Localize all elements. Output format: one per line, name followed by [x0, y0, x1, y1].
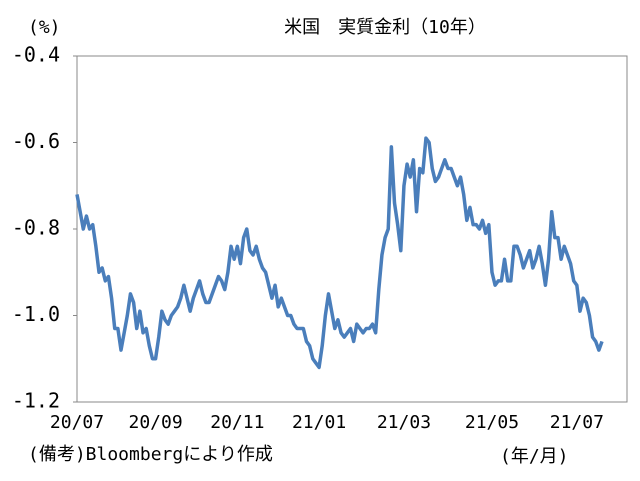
x-unit: (年/月) [500, 446, 569, 467]
x-tick-label: 20/07 [50, 412, 104, 433]
y-tick-label: -1.0 [12, 302, 60, 326]
x-tick-label: 20/09 [128, 412, 182, 433]
x-tick-label: 21/05 [465, 412, 519, 433]
y-unit: (%) [28, 17, 61, 38]
y-tick-label: -0.8 [12, 216, 60, 240]
note: (備考)Bloombergにより作成 [28, 444, 273, 465]
y-tick-label: -0.4 [12, 43, 60, 67]
y-tick-label: -0.6 [12, 129, 60, 153]
plot-frame [76, 55, 628, 403]
line-series [75, 136, 604, 370]
x-tick-label: 21/01 [292, 412, 346, 433]
x-tick-label: 21/03 [377, 412, 431, 433]
y-tick-label: -1.2 [12, 389, 60, 413]
x-tick-label: 20/11 [210, 412, 264, 433]
chart-title: 米国 実質金利（10年） [284, 17, 486, 38]
x-tick-label: 21/07 [550, 412, 604, 433]
